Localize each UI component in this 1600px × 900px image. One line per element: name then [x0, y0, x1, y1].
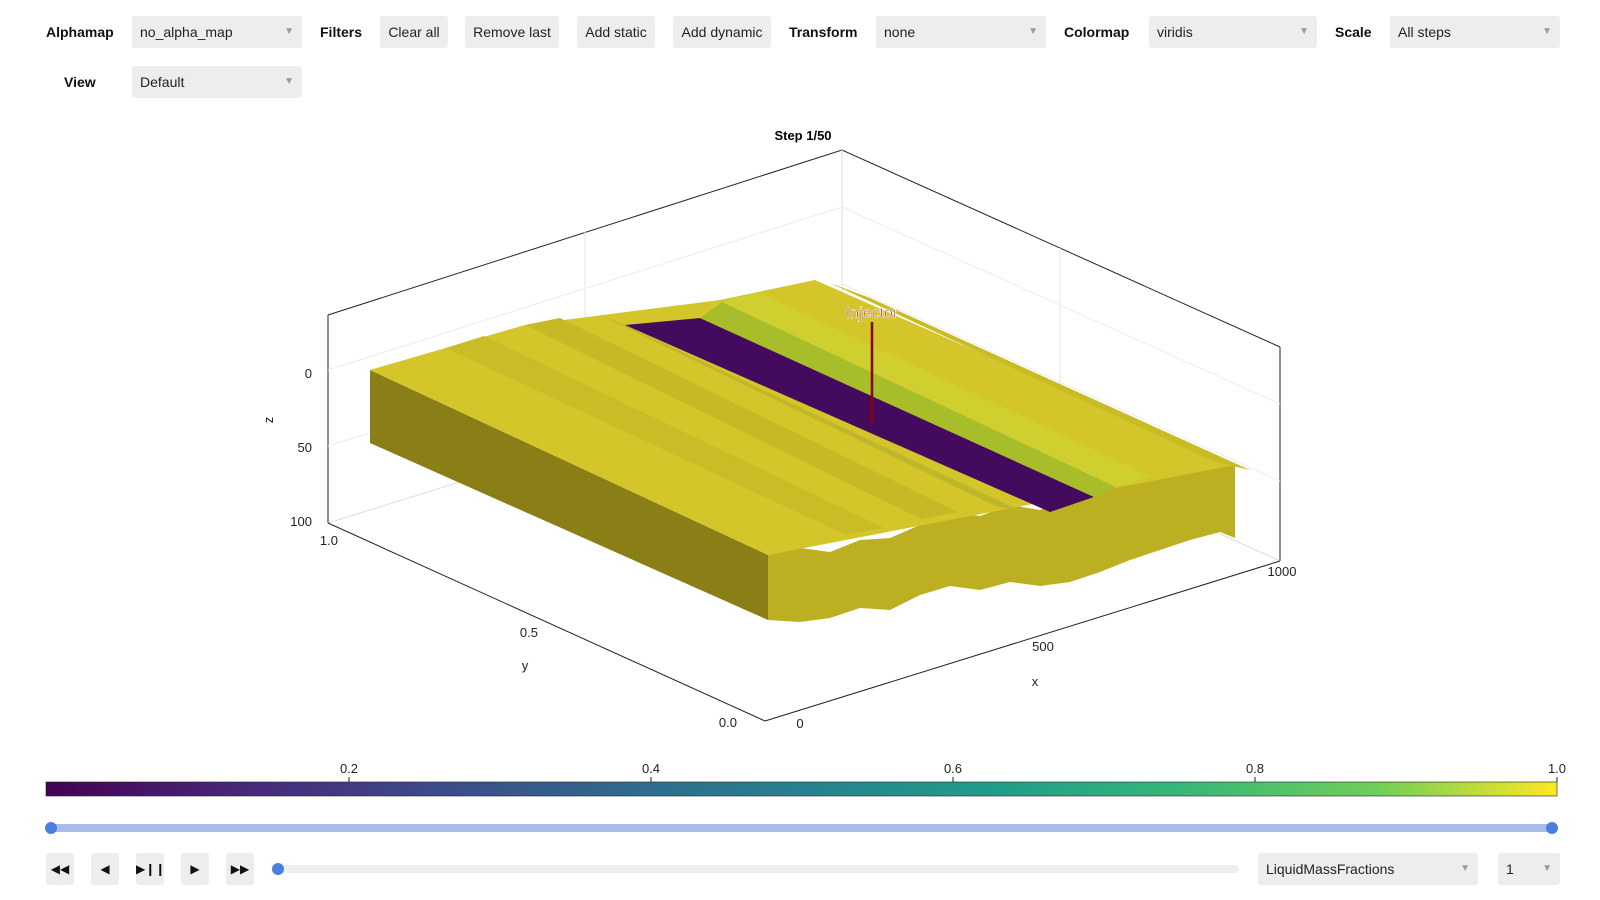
colormap-select[interactable]: viridis ▼ — [1149, 16, 1317, 48]
component-value: 1 — [1506, 861, 1514, 877]
chevron-down-icon: ▼ — [1460, 863, 1470, 874]
colorbar-tick-4: 1.0 — [1548, 761, 1566, 776]
alphamap-value: no_alpha_map — [140, 24, 233, 40]
y-tick-1: 0.5 — [520, 625, 538, 640]
chevron-down-icon: ▼ — [284, 76, 294, 87]
scale-select[interactable]: All steps ▼ — [1390, 16, 1560, 48]
scale-label: Scale — [1335, 24, 1372, 40]
variable-select[interactable]: LiquidMassFractions ▼ — [1258, 853, 1478, 885]
chevron-down-icon: ▼ — [1542, 26, 1552, 37]
alphamap-label: Alphamap — [46, 24, 114, 40]
x-tick-2: 1000 — [1268, 564, 1297, 579]
color-range-slider[interactable] — [45, 822, 1558, 834]
view-label: View — [64, 74, 96, 90]
transform-select[interactable]: none ▼ — [876, 16, 1046, 48]
x-tick-1: 500 — [1032, 639, 1054, 654]
chevron-down-icon: ▼ — [1299, 26, 1309, 37]
play-pause-icon[interactable]: ▶❙❙ — [136, 853, 165, 885]
y-axis: 1.0 0.5 0.0 y — [320, 533, 737, 730]
x-axis-label: x — [1032, 674, 1039, 689]
y-axis-label: y — [522, 658, 529, 673]
alphamap-select[interactable]: no_alpha_map ▼ — [132, 16, 302, 48]
z-tick-1: 50 — [298, 440, 312, 455]
colorbar-gradient — [45, 781, 1558, 797]
colorbar-tick-1: 0.4 — [642, 761, 660, 776]
colorbar-tick-0: 0.2 — [340, 761, 358, 776]
add-dynamic-button[interactable]: Add dynamic — [673, 16, 771, 48]
z-axis-label: z — [261, 417, 276, 424]
transform-value: none — [884, 24, 916, 40]
x-tick-0: 0 — [796, 716, 803, 731]
colorbar: 0.2 0.4 0.6 0.8 1.0 — [45, 761, 1566, 797]
plot-3d[interactable]: Step 1/50 Injector — [0, 110, 1600, 740]
plot-title: Step 1/50 — [774, 128, 831, 143]
range-slider-low-handle[interactable] — [45, 822, 57, 834]
transform-label: Transform — [789, 24, 858, 40]
colorbar-ticks: 0.2 0.4 0.6 0.8 1.0 — [340, 761, 1566, 782]
colorbar-tick-2: 0.6 — [944, 761, 962, 776]
chevron-down-icon: ▼ — [1028, 26, 1038, 37]
range-slider-high-handle[interactable] — [1546, 822, 1558, 834]
injector-label: Injector — [846, 305, 899, 322]
view-value: Default — [140, 74, 185, 90]
remove-last-button[interactable]: Remove last — [465, 16, 559, 48]
colormap-label: Colormap — [1064, 24, 1130, 40]
reservoir-mesh — [370, 280, 1250, 622]
fast-backward-icon[interactable]: ◀◀ — [46, 853, 74, 885]
play-icon[interactable]: ▶ — [181, 853, 209, 885]
y-tick-0: 0.0 — [719, 715, 737, 730]
colorbar-tick-3: 0.8 — [1246, 761, 1264, 776]
step-back-icon[interactable]: ◀ — [91, 853, 119, 885]
component-select[interactable]: 1 ▼ — [1498, 853, 1560, 885]
step-slider[interactable] — [272, 863, 1239, 875]
fast-forward-icon[interactable]: ▶▶ — [226, 853, 254, 885]
chevron-down-icon: ▼ — [1542, 863, 1552, 874]
z-tick-2: 100 — [290, 514, 312, 529]
variable-value: LiquidMassFractions — [1266, 861, 1395, 877]
chevron-down-icon: ▼ — [284, 26, 294, 37]
colormap-value: viridis — [1157, 24, 1193, 40]
scale-value: All steps — [1398, 24, 1451, 40]
z-axis: 0 50 100 z — [261, 366, 312, 529]
view-select[interactable]: Default ▼ — [132, 66, 302, 98]
z-tick-0: 0 — [305, 366, 312, 381]
x-axis: 0 500 1000 x — [796, 564, 1296, 731]
y-tick-2: 1.0 — [320, 533, 338, 548]
clear-all-button[interactable]: Clear all — [380, 16, 448, 48]
step-slider-handle[interactable] — [272, 863, 284, 875]
filters-label: Filters — [320, 24, 363, 40]
add-static-button[interactable]: Add static — [577, 16, 655, 48]
